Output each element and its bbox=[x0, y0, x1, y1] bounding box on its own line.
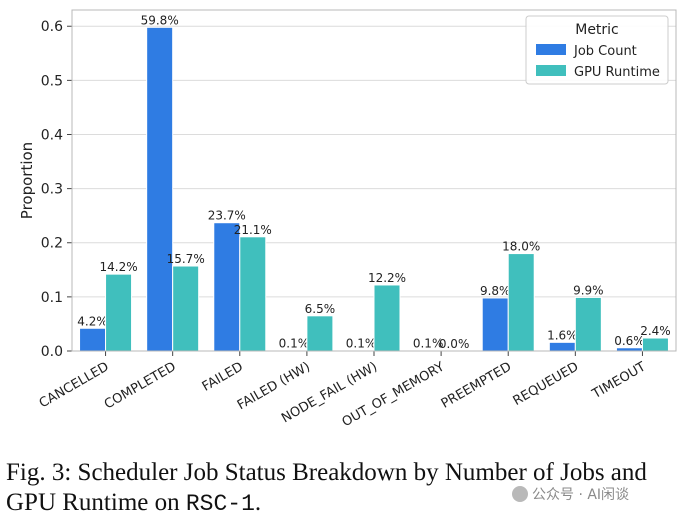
caption-end: . bbox=[254, 489, 262, 516]
figure-caption: Fig. 3: Scheduler Job Status Breakdown b… bbox=[6, 458, 696, 519]
y-axis-label: Proportion bbox=[18, 142, 36, 219]
legend-swatch bbox=[536, 44, 566, 55]
data-label: 59.8% bbox=[141, 13, 179, 27]
y-tick-label: 0.0 bbox=[41, 344, 63, 360]
legend-label: GPU Runtime bbox=[574, 65, 660, 80]
data-label: 18.0% bbox=[502, 240, 540, 254]
watermark: 公众号 · AI闲谈 bbox=[508, 482, 634, 506]
bar-gpu-runtime bbox=[574, 296, 602, 352]
bar-gpu-runtime bbox=[172, 265, 200, 352]
x-tick-label: FAILED bbox=[200, 359, 246, 394]
caption-code: RSC-1 bbox=[185, 491, 255, 517]
x-tick-label: REQUEUED bbox=[511, 359, 582, 408]
bar-gpu-runtime bbox=[306, 315, 334, 352]
data-label: 9.8% bbox=[480, 284, 511, 298]
y-tick-label: 0.1 bbox=[41, 290, 63, 306]
bar-job-count bbox=[481, 297, 509, 352]
data-label: 0.6% bbox=[614, 334, 645, 348]
data-label: 0.0% bbox=[439, 337, 470, 351]
bar-chart: 0.0 0.1 0.2 0.3 0.4 0.5 0.6 Proportion 4.2% 14.2%… bbox=[18, 9, 677, 430]
data-label: 4.2% bbox=[77, 314, 108, 328]
bar-job-count bbox=[548, 341, 576, 352]
legend-title: Metric bbox=[575, 22, 619, 38]
data-label: 9.9% bbox=[573, 283, 604, 297]
y-tick-label: 0.6 bbox=[41, 19, 63, 35]
bar-gpu-runtime bbox=[641, 337, 669, 352]
x-tick-label: PREEMPTED bbox=[439, 359, 515, 411]
x-tick-label: TIMEOUT bbox=[589, 359, 648, 402]
y-tick-label: 0.2 bbox=[41, 236, 63, 252]
y-tick-label: 0.3 bbox=[41, 182, 63, 198]
data-label: 6.5% bbox=[305, 302, 336, 316]
bar-job-count bbox=[79, 327, 107, 352]
data-label: 12.2% bbox=[368, 271, 406, 285]
wechat-icon bbox=[512, 486, 528, 502]
x-tick-label: CANCELLED bbox=[37, 359, 112, 411]
data-label: 0.1% bbox=[413, 336, 444, 350]
bar-job-count bbox=[213, 222, 241, 352]
plot-frame bbox=[71, 9, 677, 352]
data-label: 15.7% bbox=[167, 252, 205, 266]
y-tick-label: 0.4 bbox=[41, 127, 63, 143]
bar-gpu-runtime bbox=[373, 284, 401, 352]
bar-gpu-runtime bbox=[507, 253, 535, 352]
data-label: 23.7% bbox=[208, 209, 246, 223]
bar-job-count bbox=[146, 26, 174, 352]
data-label: 0.1% bbox=[346, 336, 377, 350]
x-tick-label: COMPLETED bbox=[102, 359, 179, 412]
watermark-text: 公众号 · AI闲谈 bbox=[532, 487, 630, 503]
caption-text: Fig. 3: Scheduler Job Status Breakdown b… bbox=[6, 459, 647, 516]
data-label: 14.2% bbox=[99, 260, 137, 274]
bar-gpu-runtime bbox=[239, 236, 267, 352]
legend-label: Job Count bbox=[573, 44, 637, 59]
data-label: 2.4% bbox=[640, 324, 671, 338]
data-label: 21.1% bbox=[234, 223, 272, 237]
data-label: 1.6% bbox=[547, 328, 578, 342]
y-tick-label: 0.5 bbox=[41, 73, 63, 89]
legend-swatch bbox=[536, 65, 566, 76]
data-label: 0.1% bbox=[279, 336, 310, 350]
bar-gpu-runtime bbox=[105, 273, 133, 352]
